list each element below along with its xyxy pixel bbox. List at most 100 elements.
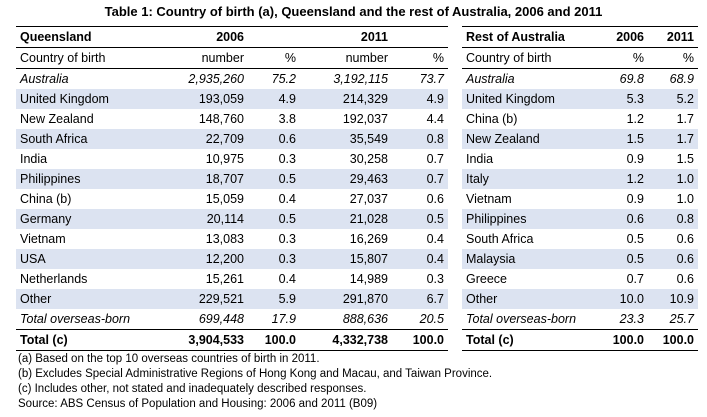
cell-value: 0.5 [626, 232, 644, 246]
row-label: USA [16, 249, 156, 269]
footnote-a: (a) Based on the top 10 overseas countri… [18, 353, 320, 365]
row-label: Other [16, 289, 156, 309]
cell-value: 100.0 [648, 329, 698, 351]
row-label: Philippines [462, 209, 596, 229]
cell-value: 1.7 [676, 112, 694, 126]
row-label: Greece [466, 272, 507, 286]
table-row: Other 229,521 5.9 291,870 6.7 [16, 289, 448, 309]
cell-value: 20,114 [156, 209, 248, 229]
cell-value: 1.0 [676, 192, 694, 206]
table-row: India 0.9 1.5 [462, 149, 698, 169]
cell-value: 29,463 [300, 169, 392, 189]
table-row: New Zealand 1.5 1.7 [462, 129, 698, 149]
table-row: United Kingdom 193,059 4.9 214,329 4.9 [16, 89, 448, 109]
cell-value: 214,329 [300, 89, 392, 109]
cell-value: 0.5 [596, 249, 648, 269]
cell-value: 0.5 [248, 209, 300, 229]
table-row: Philippines 18,707 0.5 29,463 0.7 [16, 169, 448, 189]
row-label: Vietnam [466, 192, 512, 206]
cell-value: 15,261 [205, 272, 244, 286]
subheader-row: Country of birth number% number% [16, 47, 448, 69]
table-row: United Kingdom 5.3 5.2 [462, 89, 698, 109]
cell-value: 16,269 [349, 232, 388, 246]
table-row: Malaysia 0.5 0.6 [462, 249, 698, 269]
cell-value: 13,083 [205, 232, 244, 246]
row-label: Country of birth [16, 47, 156, 69]
row-label: New Zealand [20, 112, 94, 126]
cell-value: 4.9 [392, 89, 448, 109]
table-row: Greece 0.7 0.6 [462, 269, 698, 289]
header-row: Queensland 2006 2011 [16, 26, 448, 48]
cell-value: 0.3 [248, 249, 300, 269]
cell-value [248, 26, 300, 48]
queensland-table: Queensland 2006 2011 Country of birth number… [16, 26, 448, 351]
footnotes: (a) Based on the top 10 overseas countri… [18, 352, 492, 412]
cell-value: 0.5 [248, 169, 300, 189]
footnote-b: (b) Excludes Special Administrative Regi… [18, 368, 493, 380]
footnote-c: (c) Includes other, not stated and inade… [18, 383, 367, 395]
row-label: Total overseas-born [20, 312, 131, 326]
row-label: China (b) [466, 112, 518, 126]
cell-value: 229,521 [156, 289, 248, 309]
table-row: Australia 2,935,260 75.2 3,192,115 73.7 [16, 69, 448, 90]
cell-value: 0.7 [426, 152, 444, 166]
cell-value: 2006 [156, 26, 248, 48]
cell-value: 5.9 [248, 289, 300, 309]
cell-value: 1.5 [596, 129, 648, 149]
cell-value: 100.0 [248, 329, 300, 351]
cell-value: 699,448 [198, 312, 244, 326]
cell-value: 25.7 [669, 312, 694, 326]
cell-value: 14,989 [349, 272, 388, 286]
total-row: Total (c) 3,904,533 100.0 4,332,738 100.0 [16, 329, 448, 351]
cell-value: 148,760 [198, 112, 244, 126]
cell-value: 0.7 [392, 169, 448, 189]
row-label: Australia [20, 72, 69, 86]
cell-value: 0.7 [626, 272, 644, 286]
table-row: Vietnam 13,083 0.3 16,269 0.4 [16, 229, 448, 249]
cell-value: 0.6 [676, 272, 694, 286]
cell-value: 0.8 [648, 209, 698, 229]
cell-value: 15,807 [300, 249, 392, 269]
row-label: Italy [462, 169, 596, 189]
cell-value: 0.6 [426, 192, 444, 206]
cell-value: % [248, 47, 300, 69]
cell-value: 2,935,260 [188, 72, 244, 86]
header-row: Rest of Australia 2006 2011 [462, 26, 698, 48]
cell-value: 10.9 [648, 289, 698, 309]
cell-value: 35,549 [300, 129, 392, 149]
source-note: Source: ABS Census of Population and Hou… [18, 398, 378, 410]
cell-value: 23.3 [619, 312, 644, 326]
table-row: Total overseas-born 699,448 17.9 888,636 20.… [16, 309, 448, 330]
table-row: China (b) 15,059 0.4 27,037 0.6 [16, 189, 448, 209]
cell-value: 12,200 [156, 249, 248, 269]
cell-value: 22,709 [156, 129, 248, 149]
cell-value: 1.0 [648, 169, 698, 189]
cell-value: 888,636 [342, 312, 388, 326]
subheader-row: Country of birth%% [462, 47, 698, 69]
row-label: Total (c) [16, 329, 156, 351]
cell-value: 1.2 [626, 112, 644, 126]
cell-value: 21,028 [300, 209, 392, 229]
cell-value: 2006 [596, 26, 648, 48]
cell-value: 2011 [300, 26, 392, 48]
cell-value: 1.5 [676, 152, 694, 166]
table-row: New Zealand 148,760 3.8 192,037 4.4 [16, 109, 448, 129]
cell-value: 0.6 [676, 232, 694, 246]
cell-value: 27,037 [349, 192, 388, 206]
cell-value: 5.2 [648, 89, 698, 109]
table-row: South Africa 0.5 0.6 [462, 229, 698, 249]
table-row: Italy 1.2 1.0 [462, 169, 698, 189]
table-row: China (b) 1.2 1.7 [462, 109, 698, 129]
row-label: Other [462, 289, 596, 309]
cell-value: 15,059 [205, 192, 244, 206]
cell-value: 0.9 [626, 152, 644, 166]
cell-value: 100.0 [392, 329, 448, 351]
cell-value: 0.6 [648, 249, 698, 269]
table-row: USA 12,200 0.3 15,807 0.4 [16, 249, 448, 269]
cell-value: 0.4 [278, 192, 296, 206]
table-row: South Africa 22,709 0.6 35,549 0.8 [16, 129, 448, 149]
cell-value: number [300, 47, 392, 69]
cell-value: % [392, 47, 448, 69]
table-row: Vietnam 0.9 1.0 [462, 189, 698, 209]
table-row: Philippines 0.6 0.8 [462, 209, 698, 229]
